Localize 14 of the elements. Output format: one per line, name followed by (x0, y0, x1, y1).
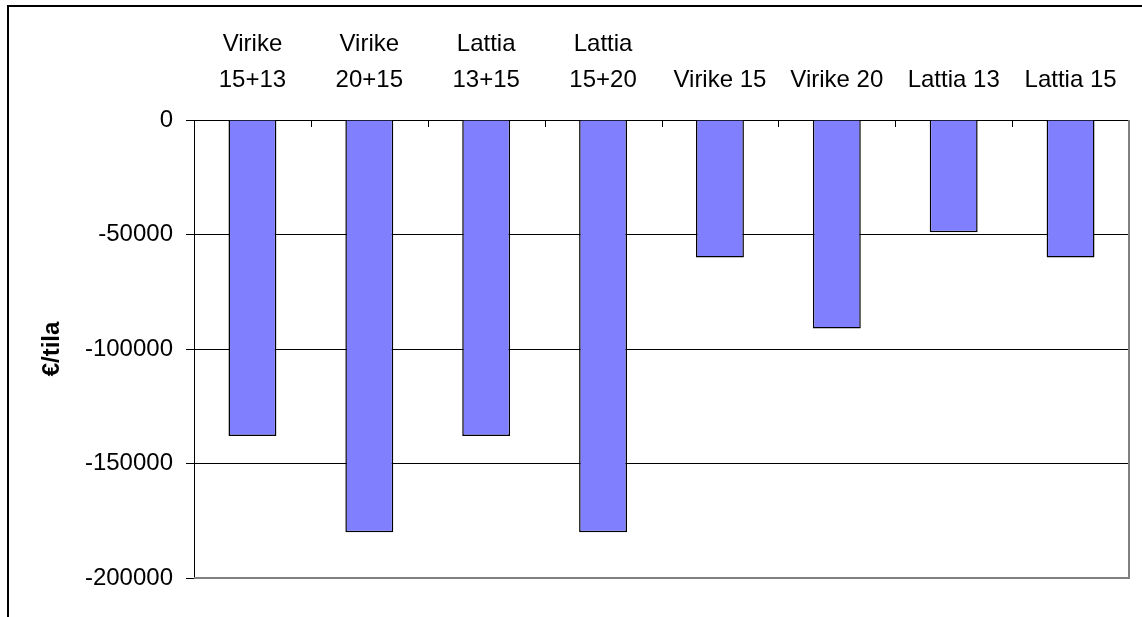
y-axis-title: €/tila (37, 321, 65, 377)
x-tick-label: Lattia 13+15 (452, 28, 520, 92)
x-tick-label: Lattia 15 (1024, 64, 1117, 92)
x-tick-label: Virike 15 (673, 64, 767, 92)
x-tick-label: Lattia 15+20 (569, 28, 637, 92)
y-tick-label: 0 (159, 104, 173, 132)
x-tick-label: Virike 20+15 (335, 28, 404, 92)
x-tick-label: Virike 20 (790, 64, 884, 92)
y-tick-label: -200000 (84, 562, 173, 590)
y-tick-label: -50000 (98, 219, 173, 247)
y-tick-label: -100000 (84, 333, 173, 361)
x-tick-label: Virike 15+13 (218, 28, 287, 92)
x-tick-label: Lattia 13 (907, 64, 1000, 92)
y-tick-label: -150000 (84, 448, 173, 476)
